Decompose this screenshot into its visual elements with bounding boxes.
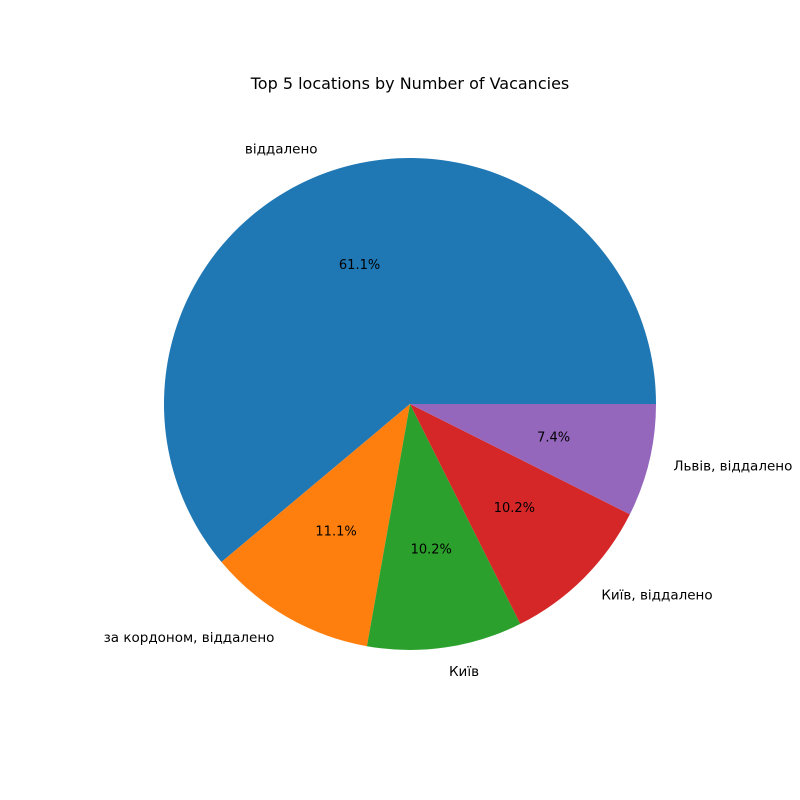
slice-percent-label-3: 10.2% bbox=[411, 543, 452, 558]
slice-label-4: Київ, віддалено bbox=[601, 587, 712, 603]
pie-slice-2 bbox=[221, 404, 410, 647]
pie-slice-4 bbox=[410, 404, 630, 624]
slice-percent-label-4: 10.2% bbox=[494, 501, 535, 516]
pie-slice-1 bbox=[163, 157, 656, 562]
pie-slice-3 bbox=[366, 404, 521, 650]
pie-slices bbox=[163, 157, 656, 650]
slice-label-3: Київ bbox=[449, 664, 479, 680]
pie-labels: віддалено 61.1% за кордоном, віддалено 11.1… bbox=[104, 142, 793, 680]
chart-title: Top 5 locations by Number of Vacancies bbox=[250, 74, 570, 93]
pie-slice-5 bbox=[410, 404, 656, 515]
slice-label-2: за кордоном, віддалено bbox=[104, 630, 275, 646]
slice-percent-label-1: 61.1% bbox=[339, 258, 380, 273]
slice-percent-label-2: 11.1% bbox=[315, 524, 356, 539]
slice-label-5: Львів, віддалено bbox=[673, 458, 792, 474]
slice-percent-label-5: 7.4% bbox=[537, 431, 570, 446]
slice-label-1: віддалено bbox=[245, 142, 318, 158]
